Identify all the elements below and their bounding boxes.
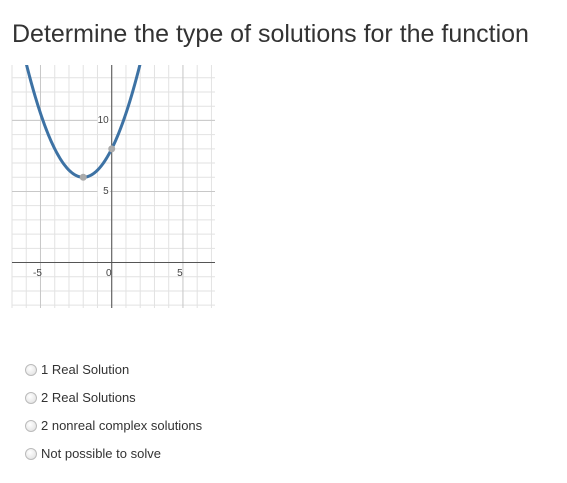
y-tick-label: 10 (98, 115, 110, 126)
radio-button[interactable] (25, 391, 37, 404)
option[interactable]: 2 nonreal complex solutions (25, 418, 202, 433)
y-tick-label: 5 (103, 186, 109, 197)
option[interactable]: Not possible to solve (25, 446, 161, 461)
label-bg (97, 186, 110, 197)
x-tick-label: 5 (177, 268, 183, 279)
option[interactable]: 1 Real Solution (25, 362, 129, 377)
parabola (25, 65, 142, 179)
graph: -5 0 5 5 10 (11, 65, 215, 308)
radio-button[interactable] (25, 363, 37, 376)
point (108, 145, 116, 153)
x-tick-label: -5 (33, 268, 42, 279)
option-label[interactable]: 2 nonreal complex solutions (41, 418, 203, 433)
option-label[interactable]: 1 Real Solution (41, 362, 130, 377)
radio-button[interactable] (25, 447, 37, 460)
radio-button[interactable] (25, 419, 37, 432)
option-label[interactable]: Not possible to solve (41, 446, 161, 461)
label-bg (97, 115, 110, 126)
option-label[interactable]: 2 Real Solutions (41, 390, 136, 405)
question-title: Determine the type of solutions for the … (12, 20, 529, 48)
point (79, 173, 87, 181)
x-tick-label: 0 (106, 268, 112, 279)
option[interactable]: 2 Real Solutions (25, 390, 136, 405)
